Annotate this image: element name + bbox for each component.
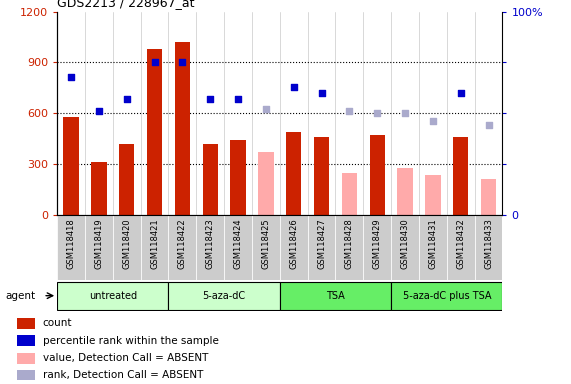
Point <box>317 90 326 96</box>
Text: GSM118423: GSM118423 <box>206 218 215 269</box>
Bar <box>453 137 468 215</box>
Bar <box>252 215 280 280</box>
Text: GSM118421: GSM118421 <box>150 218 159 269</box>
Text: GSM118422: GSM118422 <box>178 218 187 269</box>
Point <box>428 118 437 124</box>
Bar <box>475 215 502 280</box>
Text: 5-aza-dC: 5-aza-dC <box>203 291 246 301</box>
Point <box>206 96 215 102</box>
Text: GSM118428: GSM118428 <box>345 218 354 269</box>
Bar <box>168 282 280 310</box>
Text: TSA: TSA <box>326 291 345 301</box>
Bar <box>140 215 168 280</box>
Text: GSM118419: GSM118419 <box>94 218 103 269</box>
Text: untreated: untreated <box>89 291 137 301</box>
Point <box>289 84 298 90</box>
Point <box>234 96 243 102</box>
Text: GSM118430: GSM118430 <box>400 218 409 269</box>
Point <box>262 106 271 112</box>
Bar <box>168 215 196 280</box>
Bar <box>85 215 113 280</box>
Text: GDS2213 / 228967_at: GDS2213 / 228967_at <box>57 0 195 9</box>
Bar <box>17 353 35 364</box>
Bar <box>119 144 134 215</box>
Bar <box>308 215 336 280</box>
Text: rank, Detection Call = ABSENT: rank, Detection Call = ABSENT <box>43 370 203 380</box>
Bar <box>230 141 246 215</box>
Point <box>122 96 131 102</box>
Text: count: count <box>43 318 73 328</box>
Point <box>94 108 103 114</box>
Bar <box>203 144 218 215</box>
Bar <box>425 175 441 215</box>
Bar <box>419 215 447 280</box>
Bar <box>341 174 357 215</box>
Text: GSM118424: GSM118424 <box>234 218 243 269</box>
Bar <box>17 370 35 381</box>
Point <box>150 59 159 65</box>
Bar <box>112 215 140 280</box>
Bar <box>369 135 385 215</box>
Text: GSM118431: GSM118431 <box>428 218 437 269</box>
Text: 5-aza-dC plus TSA: 5-aza-dC plus TSA <box>403 291 491 301</box>
Point <box>456 90 465 96</box>
Bar <box>397 167 413 215</box>
Text: GSM118429: GSM118429 <box>373 218 382 269</box>
Bar <box>447 215 475 280</box>
Text: GSM118418: GSM118418 <box>66 218 75 269</box>
Bar <box>286 132 301 215</box>
Bar <box>335 215 363 280</box>
Text: GSM118425: GSM118425 <box>262 218 271 269</box>
Text: GSM118426: GSM118426 <box>289 218 298 269</box>
Text: percentile rank within the sample: percentile rank within the sample <box>43 336 219 346</box>
Bar <box>175 42 190 215</box>
Bar <box>391 215 419 280</box>
Bar <box>17 335 35 346</box>
Bar <box>57 215 85 280</box>
Point <box>178 59 187 65</box>
Text: GSM118420: GSM118420 <box>122 218 131 269</box>
Point <box>400 110 409 116</box>
Point <box>373 110 382 116</box>
Bar <box>280 282 391 310</box>
Bar <box>63 117 79 215</box>
Bar <box>17 318 35 329</box>
Text: value, Detection Call = ABSENT: value, Detection Call = ABSENT <box>43 353 208 363</box>
Point <box>345 108 354 114</box>
Bar <box>363 215 391 280</box>
Bar <box>280 215 308 280</box>
Text: GSM118432: GSM118432 <box>456 218 465 269</box>
Text: GSM118433: GSM118433 <box>484 218 493 269</box>
Bar <box>314 137 329 215</box>
Text: agent: agent <box>6 291 36 301</box>
Bar <box>196 215 224 280</box>
Bar <box>258 152 274 215</box>
Text: GSM118427: GSM118427 <box>317 218 326 269</box>
Bar <box>147 49 162 215</box>
Point <box>484 122 493 129</box>
Bar <box>91 162 107 215</box>
Bar <box>224 215 252 280</box>
Point <box>66 74 75 80</box>
Bar <box>481 179 496 215</box>
Bar <box>57 282 168 310</box>
Bar <box>391 282 502 310</box>
